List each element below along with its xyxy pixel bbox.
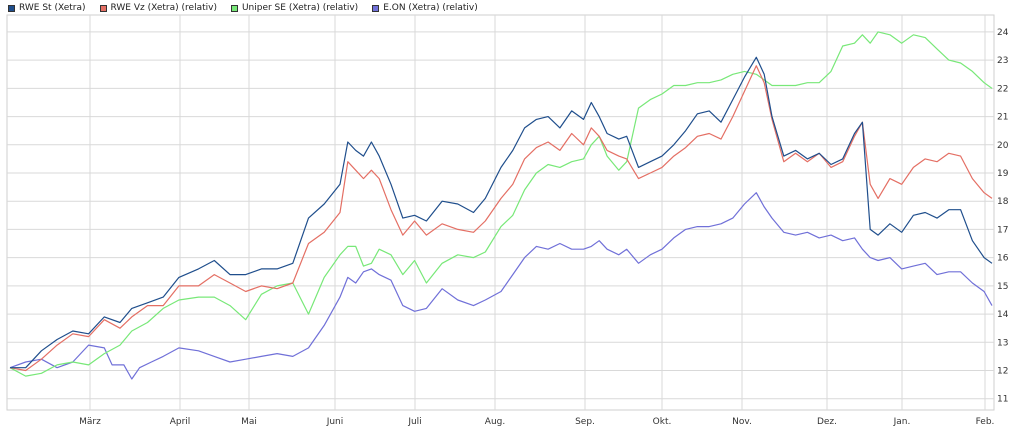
x-tick-label: Jan.: [893, 417, 911, 427]
x-tick-label: Okt.: [653, 417, 672, 427]
x-axis-tick-labels: März April Mai Juni Juli Aug. Sep. Okt. Nov. Dez.…: [79, 417, 994, 427]
series-lines: [9, 31, 993, 380]
x-tick-label: Aug.: [485, 417, 505, 427]
y-tick-label: 19: [997, 169, 1009, 179]
x-tick-label: Juli: [407, 417, 421, 427]
legend-swatch-rwe-vz: [99, 4, 107, 12]
legend-swatch-uniper: [230, 4, 238, 12]
legend-item-eon[interactable]: E.ON (Xetra) (relativ): [372, 3, 478, 13]
y-tick-label: 15: [997, 282, 1008, 292]
x-tick-label: April: [170, 417, 191, 427]
legend-item-uniper[interactable]: Uniper SE (Xetra) (relativ): [230, 3, 359, 13]
y-axis-tick-labels: 11 12 13 14 15 16 17 18 19 20 21 22 23 24: [997, 28, 1009, 405]
horizontal-gridlines: [7, 31, 994, 400]
x-tick-label: Nov.: [732, 417, 752, 427]
y-tick-label: 16: [997, 254, 1009, 264]
legend-label-uniper: Uniper SE (Xetra) (relativ): [241, 3, 359, 13]
series-line-eon: [9, 192, 993, 380]
x-tick-label: Mai: [241, 417, 257, 427]
x-tick-label: Dez.: [817, 417, 837, 427]
legend-item-rwe-st[interactable]: RWE St (Xetra): [8, 3, 86, 13]
plot-area: [6, 14, 995, 411]
series-line-rwe-st: [10, 56, 993, 369]
x-tick-label: Juni: [326, 417, 344, 427]
vertical-gridlines: [89, 15, 986, 410]
y-tick-label: 22: [997, 84, 1008, 94]
chart-legend: RWE St (Xetra) RWE Vz (Xetra) (relativ) …: [8, 3, 478, 13]
legend-label-eon: E.ON (Xetra) (relativ): [383, 3, 478, 13]
y-tick-label: 14: [997, 310, 1009, 320]
y-tick-label: 11: [997, 395, 1008, 405]
y-tick-label: 21: [997, 113, 1008, 123]
y-tick-label: 12: [997, 367, 1008, 377]
legend-swatch-eon: [372, 4, 380, 12]
x-tick-label: Sep.: [575, 417, 595, 427]
y-tick-label: 23: [997, 56, 1008, 66]
legend-label-rwe-st: RWE St (Xetra): [19, 3, 86, 13]
x-tick-label: März: [79, 417, 101, 427]
y-tick-label: 20: [997, 141, 1009, 151]
y-tick-label: 17: [997, 225, 1008, 235]
y-tick-label: 24: [997, 28, 1009, 38]
series-line-uniper: [9, 31, 993, 377]
y-tick-label: 18: [997, 197, 1009, 207]
series-line-rwe-vz: [9, 65, 993, 372]
legend-label-rwe-vz: RWE Vz (Xetra) (relativ): [110, 3, 217, 13]
legend-item-rwe-vz[interactable]: RWE Vz (Xetra) (relativ): [99, 3, 217, 13]
x-tick-label: Feb.: [976, 417, 995, 427]
y-tick-label: 13: [997, 338, 1008, 348]
legend-swatch-rwe-st: [8, 4, 15, 12]
